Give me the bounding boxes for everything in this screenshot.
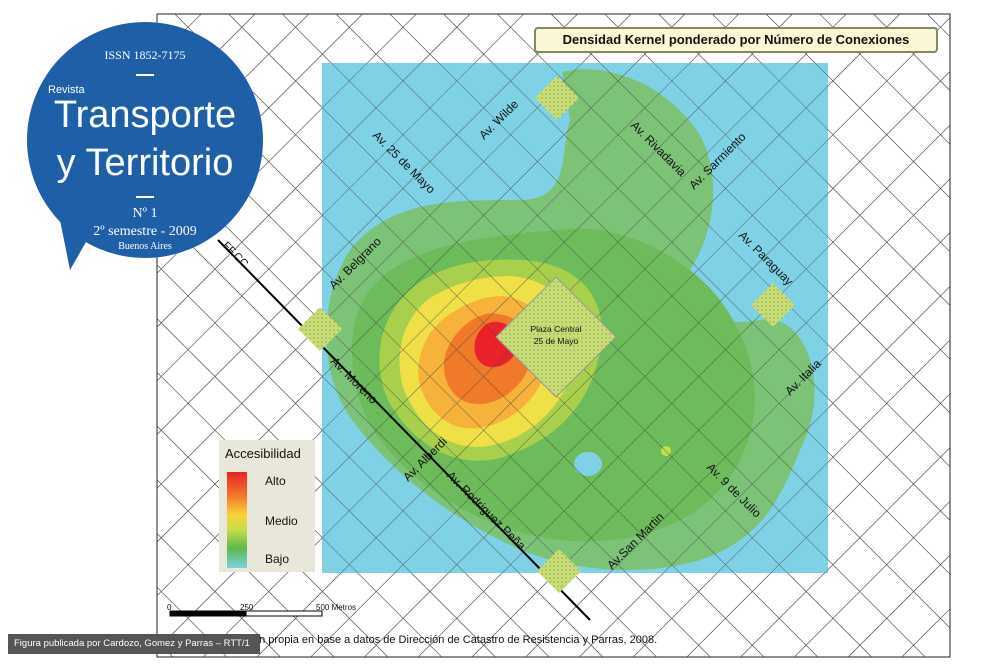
plaza-central [495, 276, 617, 398]
plaza-west [298, 307, 342, 351]
figure-credit: Figura publicada por Cardozo, Gomez y Pa… [8, 634, 260, 654]
scale-bar [169, 610, 323, 617]
scale-label-0: 0 [167, 603, 172, 612]
legend-title: Accesibilidad [225, 446, 301, 461]
badge-semester: 2º semestre - 2009 [93, 224, 197, 239]
scale-label-250: 250 [240, 603, 254, 612]
badge-number: Nº 1 [132, 206, 158, 221]
journal-badge: ISSN 1852-7175 Revista Transporte y Terr… [20, 20, 270, 270]
legend-label-low: Bajo [265, 552, 290, 566]
map-source: Fuente: elaboración propia en base a dat… [168, 634, 658, 646]
badge-revista: Revista [48, 84, 85, 96]
speech-bubble-icon [27, 22, 263, 270]
legend-label-medium: Medio [265, 514, 298, 528]
railway-line [217, 239, 591, 621]
legend-label-high: Alto [265, 474, 286, 488]
map-title: Densidad Kernel ponderado por Número de … [534, 27, 938, 53]
badge-issn: ISSN 1852-7175 [104, 48, 186, 62]
badge-divider-bottom [136, 196, 154, 198]
plaza-label-line2: 25 de Mayo [534, 336, 579, 346]
plaza-north [535, 76, 579, 120]
badge-title-line1: Transporte [53, 94, 237, 136]
plaza-label-line1: Plaza Central [530, 324, 581, 334]
badge-title-line2: y Territorio [56, 142, 234, 184]
scale-label-500: 500 Metros [316, 603, 357, 612]
legend: Accesibilidad Alto Medio Bajo [219, 440, 315, 572]
legend-color-ramp [227, 472, 247, 568]
plaza-east [751, 283, 795, 327]
plaza-south [537, 549, 581, 593]
badge-divider-top [136, 74, 154, 76]
badge-city: Buenos Aires [118, 241, 172, 252]
